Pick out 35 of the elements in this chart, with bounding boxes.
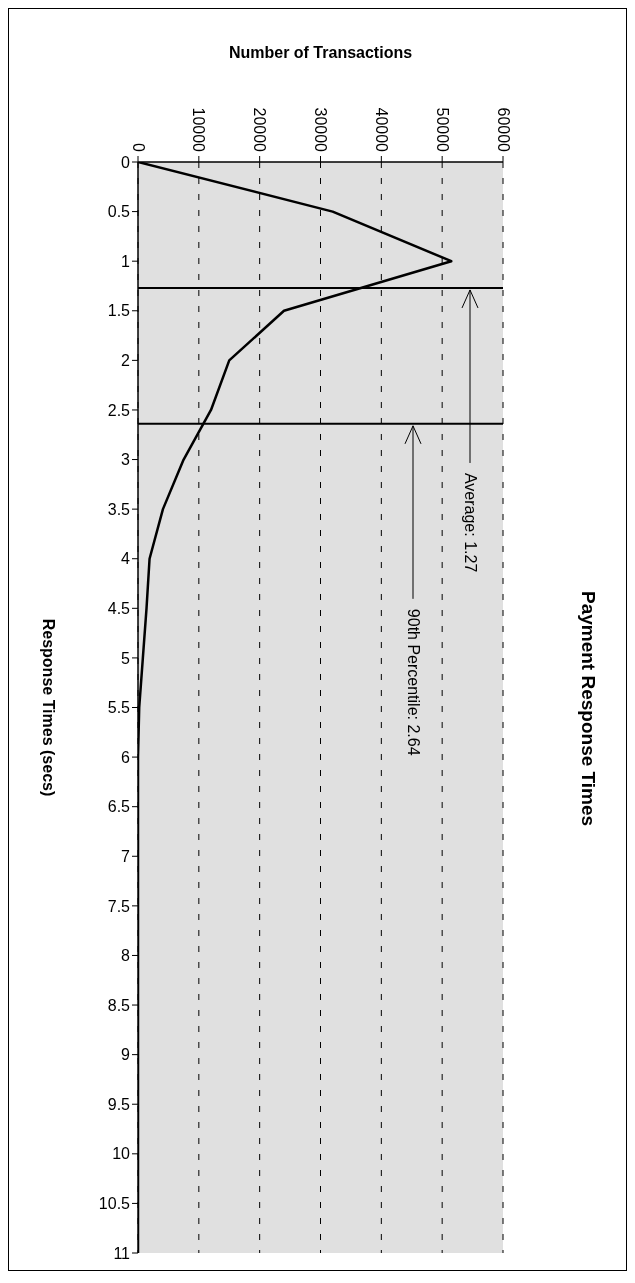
y-tick-label: 0 [121,153,131,171]
y-tick-label: 4.5 [107,600,131,617]
y-axis-title: Response Times (secs) [40,618,58,797]
y-tick-label: 9 [121,1046,131,1064]
y-tick-label: 3 [121,451,131,469]
x-tick-label: 20000 [251,107,269,153]
x-tick-label: 40000 [372,107,390,153]
y-tick-label: 5 [121,649,131,667]
text: Payment Response Times [577,590,599,827]
y-tick-label: 7 [121,847,131,865]
y-tick-label: 6 [121,748,131,766]
y-tick-label: 5.5 [107,699,131,717]
x-tick-label: 30000 [312,107,329,153]
y-tick-label: 1.5 [107,302,131,320]
x-tick-label: 0 [129,143,147,153]
y-tick-label: 1 [121,252,131,270]
y-tick-label: 7.5 [107,897,131,915]
y-tick-label: 2 [121,352,131,370]
y-tick-label: 8 [121,947,131,965]
y-tick-label: 0.5 [107,203,131,221]
y-tick-label: 2.5 [107,401,131,419]
ref-line-label: Average: 1.27 [461,472,479,573]
x-tick-label: 50000 [433,107,451,153]
y-tick-label: 4 [121,550,131,568]
y-tick-label: 9.5 [107,1095,131,1113]
y-tick-label: 8.5 [107,996,131,1014]
ref-line-label: 90th Percentile: 2.64 [404,608,422,756]
x-tick-label: 10000 [190,107,208,153]
y-tick-label: 6.5 [107,798,131,816]
x-tick-label: 60000 [494,107,512,153]
y-tick-label: 11 [113,1244,131,1262]
y-tick-label: 10.5 [98,1195,131,1213]
y-tick-label: 3.5 [107,500,131,518]
x-axis-title: Number of Transactions [228,44,413,62]
y-tick-label: 10 [112,1145,131,1163]
